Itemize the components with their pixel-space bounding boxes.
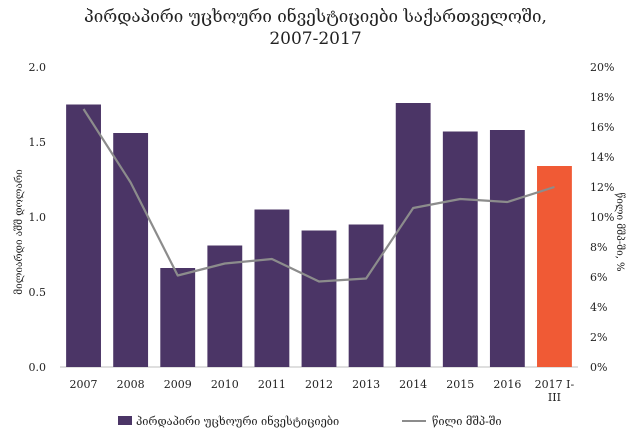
y-left-tick-label: 0.0 bbox=[29, 361, 47, 374]
x-tick-label: 2009 bbox=[164, 378, 192, 391]
y-right-tick-label: 12% bbox=[590, 181, 614, 194]
bar bbox=[254, 210, 289, 368]
legend-bar-label: პირდაპირი უცხოური ინვესტიციები bbox=[136, 415, 339, 428]
x-tick-label: 2012 bbox=[305, 378, 333, 391]
y-right-tick-label: 4% bbox=[590, 301, 607, 314]
x-tick-label: 2016 bbox=[493, 378, 521, 391]
y-left-tick-label: 1.0 bbox=[29, 211, 47, 224]
bar bbox=[490, 130, 525, 367]
legend: პირდაპირი უცხოური ინვესტიციები წილი მშპ-… bbox=[118, 415, 502, 428]
x-tick-label: 2017 I- bbox=[535, 378, 575, 391]
y-left-tick-label: 0.5 bbox=[29, 286, 47, 299]
y-axis-left-label: მილიარდი აშშ დოლარი bbox=[14, 169, 25, 295]
x-tick-label: 2007 bbox=[70, 378, 98, 391]
y-axis-right-label: წილი მშპ-ში, % bbox=[614, 192, 625, 271]
legend-line-label: წილი მშპ-ში bbox=[432, 415, 502, 428]
bar bbox=[66, 105, 101, 368]
y-right-tick-label: 18% bbox=[590, 91, 614, 104]
bar bbox=[443, 132, 478, 368]
x-tick-label: 2008 bbox=[117, 378, 145, 391]
y-right-tick-label: 16% bbox=[590, 121, 614, 134]
x-tick-label: 2011 bbox=[258, 378, 286, 391]
bar bbox=[396, 103, 431, 367]
bar bbox=[349, 225, 384, 368]
y-right-tick-label: 8% bbox=[590, 241, 607, 254]
y-left-tick-label: 1.5 bbox=[29, 136, 47, 149]
x-tick-label: 2015 bbox=[446, 378, 474, 391]
y-right-tick-label: 0% bbox=[590, 361, 607, 374]
y-right-tick-label: 14% bbox=[590, 151, 614, 164]
legend-bar-swatch bbox=[118, 416, 132, 425]
bar bbox=[160, 268, 195, 367]
x-tick-label-line-2: III bbox=[548, 391, 561, 404]
bar bbox=[302, 231, 337, 368]
y-right-tick-label: 20% bbox=[590, 61, 614, 74]
bar bbox=[113, 133, 148, 367]
y-right-tick-label: 6% bbox=[590, 271, 607, 284]
y-left-tick-label: 2.0 bbox=[29, 61, 47, 74]
bar bbox=[537, 166, 572, 367]
y-right-tick-label: 2% bbox=[590, 331, 607, 344]
x-tick-label: 2013 bbox=[352, 378, 380, 391]
x-tick-label: 2014 bbox=[399, 378, 427, 391]
x-tick-label: 2010 bbox=[211, 378, 239, 391]
y-right-tick-label: 10% bbox=[590, 211, 614, 224]
bars bbox=[66, 103, 572, 367]
